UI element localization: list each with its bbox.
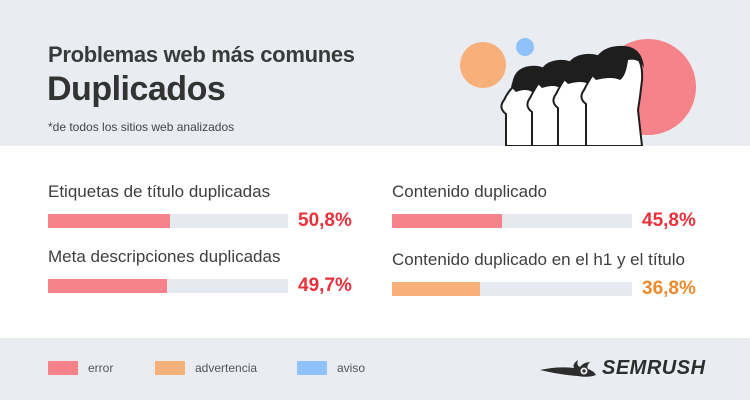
bar-item-etiquetas-titulo: Etiquetas de título duplicadas 50,8%: [48, 182, 352, 231]
bar-fill: [392, 282, 481, 296]
chart-headline: Duplicados: [47, 70, 226, 108]
legend-label: advertencia: [195, 361, 258, 375]
people-faces-illustration: [460, 38, 696, 146]
bar-track: [392, 282, 632, 296]
bar-item-meta-descripciones: Meta descripciones duplicadas 49,7%: [48, 247, 352, 296]
orange-circle-shape: [460, 42, 506, 88]
bar-row: 49,7%: [48, 275, 352, 297]
legend-label: aviso: [337, 361, 366, 375]
bar-value: 50,8%: [298, 210, 352, 231]
bar-value: 49,7%: [298, 275, 352, 296]
bar-row: 50,8%: [48, 210, 352, 232]
blue-circle-shape: [516, 38, 534, 56]
footer: error advertencia aviso SEMRUSH: [0, 338, 750, 400]
legend-swatch: [48, 361, 78, 375]
bar-track: [48, 214, 288, 228]
chart-panel: Etiquetas de título duplicadas 50,8% Met…: [0, 146, 750, 338]
legend-swatch: [297, 361, 327, 375]
face-4: [580, 45, 644, 146]
bar-row: 45,8%: [392, 210, 696, 232]
bar-label: Etiquetas de título duplicadas: [48, 182, 271, 201]
bar-value: 45,8%: [642, 210, 696, 231]
brand-name: SEMRUSH: [602, 357, 706, 379]
bar-value: 36,8%: [642, 278, 696, 299]
bar-label: Contenido duplicado en el h1 y el título: [392, 250, 685, 269]
bar-track: [48, 279, 288, 293]
bar-item-contenido-duplicado: Contenido duplicado 45,8%: [392, 182, 696, 231]
page-title: Problemas web más comunes: [48, 42, 355, 67]
header: Problemas web más comunes Duplicados *de…: [0, 0, 750, 146]
bar-fill: [392, 214, 502, 228]
bar-fill: [48, 279, 168, 293]
semrush-flame-icon: [540, 360, 596, 377]
bar-fill: [48, 214, 170, 228]
bar-label: Contenido duplicado: [392, 182, 548, 201]
footnote: *de todos los sitios web analizados: [48, 120, 235, 134]
legend-label: error: [88, 361, 114, 375]
brand-logo: SEMRUSH: [538, 356, 708, 380]
bar-item-contenido-h1-titulo: Contenido duplicado en el h1 y el título…: [392, 250, 696, 299]
bar-label: Meta descripciones duplicadas: [48, 247, 281, 266]
bar-row: 36,8%: [392, 278, 696, 300]
legend-swatch: [155, 361, 185, 375]
bar-track: [392, 214, 632, 228]
